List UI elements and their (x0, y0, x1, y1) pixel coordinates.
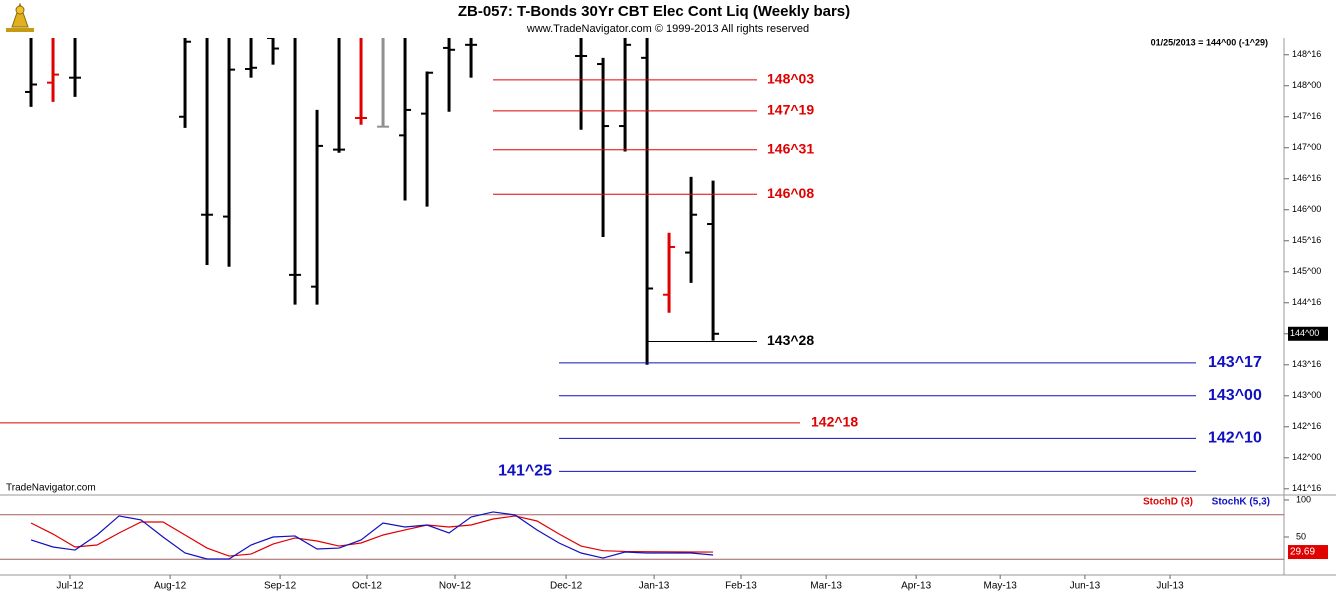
y-tick-label: 141^16 (1292, 483, 1321, 493)
last-value-label: 29.69 (1290, 547, 1315, 558)
price-pane (25, 38, 720, 365)
stoch-line (30, 511, 714, 560)
x-tick-label: Mar-13 (810, 581, 842, 592)
level-label: 141^25 (498, 463, 552, 480)
y-tick-label: 143^16 (1292, 359, 1321, 369)
level-label: 142^18 (811, 414, 858, 430)
y-tick-label: 50 (1296, 531, 1306, 541)
x-tick-label: Jul-13 (1156, 581, 1184, 592)
x-tick-label: Sep-12 (264, 581, 297, 592)
x-tick-label: Aug-12 (154, 581, 187, 592)
y-tick-label: 147^00 (1292, 142, 1321, 152)
y-tick-label: 148^16 (1292, 49, 1321, 59)
x-tick-label: Oct-12 (352, 581, 382, 592)
x-tick-label: Jan-13 (639, 581, 670, 592)
quote: 01/25/2013 = 144^00 (-1^29) (1151, 37, 1268, 47)
x-tick-label: Apr-13 (901, 581, 931, 592)
logo (6, 2, 34, 32)
y-tick-label: 148^00 (1292, 80, 1321, 90)
x-tick-label: May-13 (984, 581, 1018, 592)
watermark: TradeNavigator.com (6, 483, 96, 494)
x-tick-label: Jun-13 (1070, 581, 1101, 592)
y-tick-label: 146^00 (1292, 204, 1321, 214)
level-label: 146^08 (767, 185, 814, 201)
y-tick-label: 146^16 (1292, 173, 1321, 183)
y-tick-label: 145^16 (1292, 235, 1321, 245)
title: ZB-057: T-Bonds 30Yr CBT Elec Cont Liq (… (458, 3, 850, 20)
last-price-box (1288, 326, 1328, 341)
level-label: 148^03 (767, 71, 814, 87)
legend-entry: StochD (3) (1143, 497, 1193, 508)
x-tick-label: Feb-13 (725, 581, 757, 592)
x-tick-label: Dec-12 (550, 581, 583, 592)
y-tick-label: 143^00 (1292, 390, 1321, 400)
level-label: 147^19 (767, 102, 814, 118)
level-label: 142^10 (1208, 430, 1262, 447)
y-tick-label: 100 (1296, 494, 1311, 504)
level-label: 143^00 (1208, 387, 1262, 404)
y-tick-label: 147^16 (1292, 111, 1321, 121)
last-value-box (1288, 545, 1328, 560)
y-tick-label: 145^00 (1292, 266, 1321, 276)
y-tick-label: 142^16 (1292, 421, 1321, 431)
level-label: 143^28 (767, 332, 814, 348)
y-tick-label: 144^16 (1292, 297, 1321, 307)
level-label: 146^31 (767, 140, 814, 156)
level-label: 143^17 (1208, 354, 1262, 371)
y-tick-label: 142^00 (1292, 452, 1321, 462)
x-tick-label: Nov-12 (439, 581, 472, 592)
subtitle: www.TradeNavigator.com © 1999-2013 All r… (526, 23, 809, 35)
x-tick-label: Jul-12 (56, 581, 84, 592)
last-price-label: 144^00 (1290, 328, 1319, 338)
legend-entry: StochK (5,3) (1212, 497, 1270, 508)
stoch-line (30, 515, 714, 557)
